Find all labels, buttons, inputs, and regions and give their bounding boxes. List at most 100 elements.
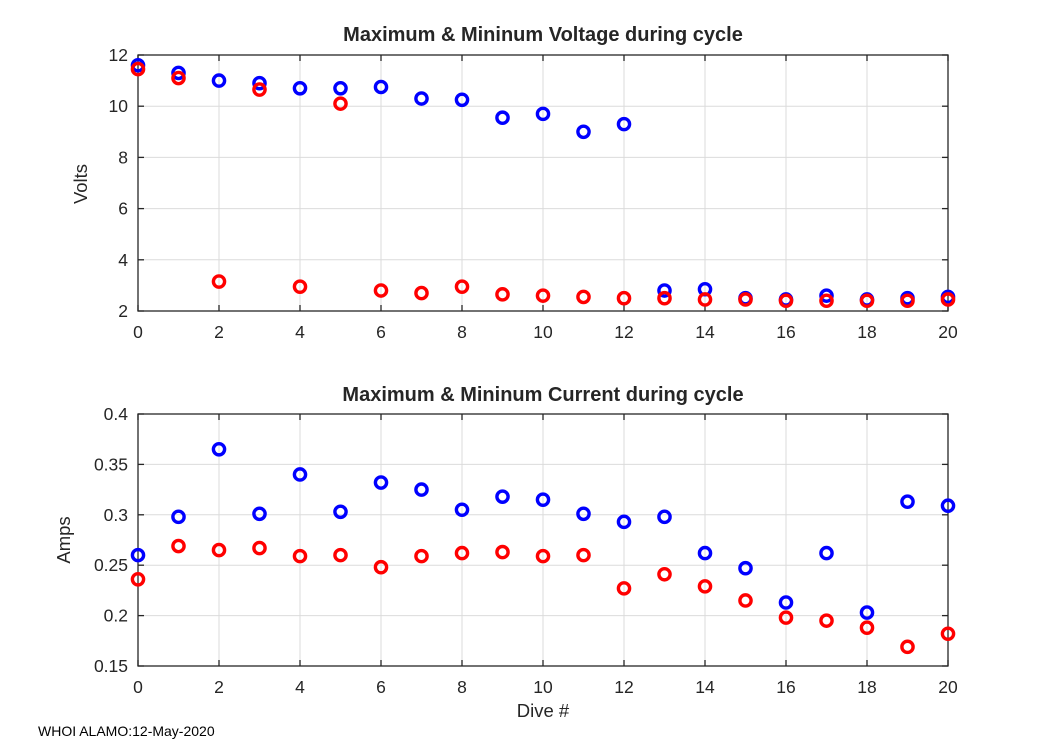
data-point-maximum [657, 509, 672, 525]
data-point-minimum [535, 548, 551, 564]
chart1-ylabel: Volts [70, 163, 91, 205]
y-tick-label: 0.2 [104, 606, 128, 626]
footer-annotation: WHOI ALAMO:12-May-2020 [38, 723, 215, 739]
data-point-minimum [211, 542, 227, 558]
data-point-minimum [576, 289, 591, 305]
y-tick-label: 0.25 [94, 555, 128, 575]
data-point-minimum [819, 293, 834, 309]
data-point-minimum [414, 285, 429, 301]
x-tick-label: 0 [133, 677, 143, 697]
data-point-minimum [333, 547, 348, 563]
data-point-minimum [292, 548, 308, 564]
data-point-minimum [778, 610, 794, 625]
chart2-xlabel: Dive # [516, 700, 570, 721]
data-point-minimum [900, 293, 915, 309]
y-tick-label: 0.4 [104, 404, 129, 424]
x-tick-label: 14 [695, 322, 715, 342]
x-tick-label: 12 [614, 677, 633, 697]
data-point-maximum [171, 509, 186, 525]
y-tick-label: 12 [109, 45, 128, 65]
y-tick-label: 10 [109, 96, 129, 116]
data-point-minimum [495, 544, 510, 560]
data-point-maximum [373, 79, 389, 95]
data-point-maximum [535, 492, 551, 507]
data-point-maximum [333, 504, 348, 520]
data-point-maximum [252, 75, 267, 91]
data-point-maximum [616, 116, 632, 132]
data-point-minimum [940, 292, 956, 307]
data-point-maximum [819, 545, 834, 561]
x-tick-label: 12 [614, 322, 633, 342]
x-tick-label: 20 [938, 677, 958, 697]
data-point-minimum [616, 581, 632, 596]
data-point-minimum [819, 613, 834, 628]
x-tick-label: 8 [457, 322, 467, 342]
data-point-minimum [414, 548, 429, 564]
x-tick-label: 14 [695, 677, 715, 697]
x-tick-label: 6 [376, 677, 386, 697]
data-point-maximum [778, 595, 794, 610]
x-tick-label: 2 [214, 677, 224, 697]
data-point-minimum [940, 626, 956, 642]
data-point-minimum [576, 547, 591, 563]
data-point-minimum [900, 639, 915, 655]
data-point-minimum [616, 290, 632, 306]
x-tick-label: 18 [857, 677, 876, 697]
chart1-title: Maximum & Mininum Voltage during cycle [343, 24, 743, 46]
chart2-title: Maximum & Mininum Current during cycle [342, 384, 744, 406]
chart-2: 0 2 4 6 8 10 12 14 16 18 20 0.15 0.2 0.25 0.3 0.35 0.4 [94, 404, 958, 697]
data-point-maximum [697, 545, 713, 561]
data-point-minimum [292, 279, 308, 294]
data-point-minimum [535, 288, 551, 303]
y-tick-label: 2 [118, 301, 128, 321]
data-point-minimum [171, 538, 186, 554]
data-point-minimum [738, 292, 753, 307]
data-point-maximum [738, 560, 753, 576]
data-point-minimum [697, 579, 713, 594]
data-point-minimum [373, 283, 389, 298]
data-point-maximum [252, 506, 267, 522]
x-tick-label: 4 [295, 322, 305, 342]
x-tick-label: 16 [776, 322, 795, 342]
data-point-minimum [333, 96, 348, 111]
data-point-maximum [373, 475, 389, 490]
data-point-maximum [414, 482, 429, 497]
y-tick-label: 0.35 [94, 454, 128, 474]
data-point-minimum [252, 82, 267, 97]
x-tick-label: 4 [295, 677, 305, 697]
data-point-minimum [859, 293, 875, 309]
y-tick-label: 4 [118, 250, 128, 270]
data-point-maximum [940, 498, 956, 514]
data-point-minimum [738, 593, 753, 608]
x-tick-label: 2 [214, 322, 224, 342]
data-point-maximum [333, 80, 348, 96]
data-point-maximum [495, 489, 510, 504]
data-point-minimum [697, 292, 713, 307]
data-point-maximum [414, 91, 429, 106]
data-point-minimum [657, 290, 672, 306]
x-tick-label: 8 [457, 677, 467, 697]
data-point-minimum [454, 279, 470, 294]
data-point-minimum [495, 287, 510, 302]
x-tick-label: 6 [376, 322, 386, 342]
data-point-minimum [373, 559, 389, 575]
y-tick-label: 0.3 [104, 505, 128, 525]
data-point-minimum [130, 61, 146, 77]
chart2-ylabel: Amps [53, 516, 74, 564]
y-tick-label: 8 [118, 147, 128, 167]
y-tick-label: 6 [118, 199, 128, 219]
y-tick-label: 0.15 [94, 656, 128, 676]
data-point-minimum [211, 274, 227, 289]
data-point-maximum [576, 506, 591, 522]
data-point-minimum [778, 293, 794, 309]
data-point-maximum [211, 441, 227, 457]
data-point-minimum [454, 545, 470, 561]
data-point-minimum [171, 70, 186, 86]
data-point-maximum [292, 467, 308, 482]
data-point-minimum [252, 540, 267, 556]
x-tick-label: 16 [776, 677, 795, 697]
data-point-maximum [454, 92, 470, 108]
